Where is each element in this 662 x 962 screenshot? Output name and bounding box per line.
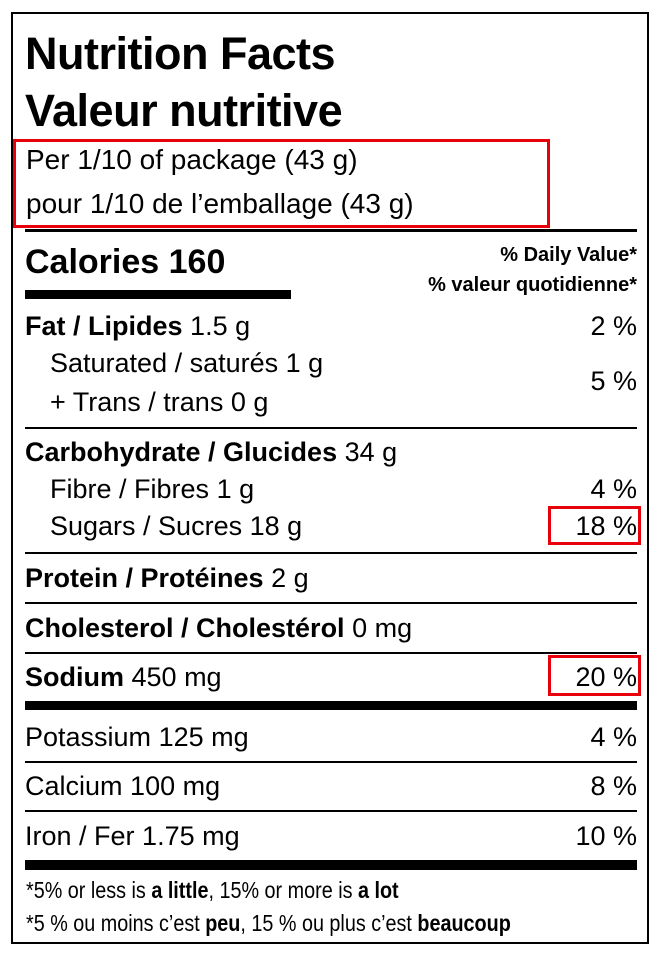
nutrients-calcium-amount: 100 mg [130,771,221,801]
nutrients-calcium-label: Calcium [25,771,123,801]
nutrients-sodium-dv: 20 % [575,662,637,692]
nutrients-potassium-amount: 125 mg [158,722,249,752]
row-sugars: Sugars / Sucres 18 g 18 % [50,513,637,540]
row-fat: Fat / Lipides 1.5 g 2 % [25,313,637,340]
nutrients-trans-amount: 0 g [230,387,269,417]
nutrients-protein-amount: 2 g [271,563,309,593]
divider [25,810,637,812]
title-en: Nutrition Facts [25,28,336,79]
footnote_fr-c: , 15 % ou plus c’est [240,910,418,936]
thick-divider [25,701,637,710]
footnote_fr-b: peu [205,910,241,936]
nutrients-carb-amount: 34 g [344,437,398,467]
nutrients-trans-dv: 5 % [590,366,637,396]
divider [25,552,637,554]
divider [25,652,637,654]
thick-divider [25,860,637,870]
row-trans: + Trans / trans 0 g [50,389,637,416]
row-calcium: Calcium 100 mg 8 % [25,773,637,800]
sugars-highlight [548,506,641,545]
daily-value-header-fr: % valeur quotidienne* [428,274,637,296]
nutrients-protein-label: Protein / Protéines [25,563,264,593]
divider [25,427,637,429]
nutrients-trans-label: + Trans / trans [50,387,224,417]
calories: Calories 160 [25,245,225,279]
nutrients-iron-amount: 1.75 mg [142,821,240,851]
nutrients-potassium-label: Potassium [25,722,152,752]
footnote_en-d: a lot [357,877,399,903]
footnote-en: *5% or less is a little, 15% or more is … [26,879,399,902]
nutrients-fibre-label: Fibre / Fibres [50,474,210,504]
daily-value-header-en: % Daily Value* [500,244,637,266]
nutrients-calcium-dv: 8 % [590,771,637,801]
nutrition-label [11,12,649,944]
nutrients-saturated-label: Saturated / saturés [50,348,279,378]
serving-size-fr: pour 1/10 de l’emballage (43 g) [26,188,414,219]
nutrients-cholesterol-amount: 0 mg [352,613,413,643]
nutrients-iron-label: Iron / Fer [25,821,135,851]
serving-size-en: Per 1/10 of package (43 g) [26,144,358,175]
row-cholesterol: Cholesterol / Cholestérol 0 mg [25,615,637,642]
nutrients-fibre-amount: 1 g [216,474,255,504]
row-carbohydrate: Carbohydrate / Glucides 34 g [25,439,637,466]
nutrients-iron-dv: 10 % [575,821,637,851]
footnote_fr-a: *5 % ou moins c’est [26,910,206,936]
calories-value: 160 [168,243,226,281]
nutrients-sodium-label: Sodium [25,662,124,692]
row-fibre: Fibre / Fibres 1 g 4 % [50,476,637,503]
nutrients-sugars-dv: 18 % [575,511,637,541]
nutrients-cholesterol-label: Cholesterol / Cholestérol [25,613,345,643]
sodium-highlight [548,655,641,696]
row-sodium: Sodium 450 mg 20 % [25,664,637,691]
nutrients-carb-label: Carbohydrate / Glucides [25,437,338,467]
serving-highlight [13,139,550,228]
footnote_en-a: *5% or less is [26,877,152,903]
divider [25,761,637,763]
nutrients-fibre-dv: 4 % [590,474,637,504]
divider [25,602,637,604]
nutrients-sugars-label: Sugars / Sucres [50,511,243,541]
nutrients-fat-dv: 2 % [590,311,637,341]
divider [25,229,637,232]
calories-label: Calories [25,243,160,281]
row-saturated: Saturated / saturés 1 g [50,350,637,377]
calories-bar [25,290,291,299]
nutrients-fat-label: Fat / Lipides [25,311,183,341]
row-protein: Protein / Protéines 2 g [25,565,637,592]
row-iron: Iron / Fer 1.75 mg 10 % [25,823,637,850]
nutrients-sugars-amount: 18 g [249,511,303,541]
nutrients-saturated-amount: 1 g [285,348,324,378]
footnote_fr-d: beaucoup [417,910,511,936]
footnote-fr: *5 % ou moins c’est peu, 15 % ou plus c’… [26,912,511,935]
title-fr: Valeur nutritive [25,85,343,136]
row-potassium: Potassium 125 mg 4 % [25,724,637,751]
footnote_en-b: a little [151,877,209,903]
nutrients-sodium-amount: 450 mg [131,662,222,692]
footnote_en-c: , 15% or more is [208,877,358,903]
nutrients-potassium-dv: 4 % [590,722,637,752]
nutrients-fat-amount: 1.5 g [190,311,251,341]
